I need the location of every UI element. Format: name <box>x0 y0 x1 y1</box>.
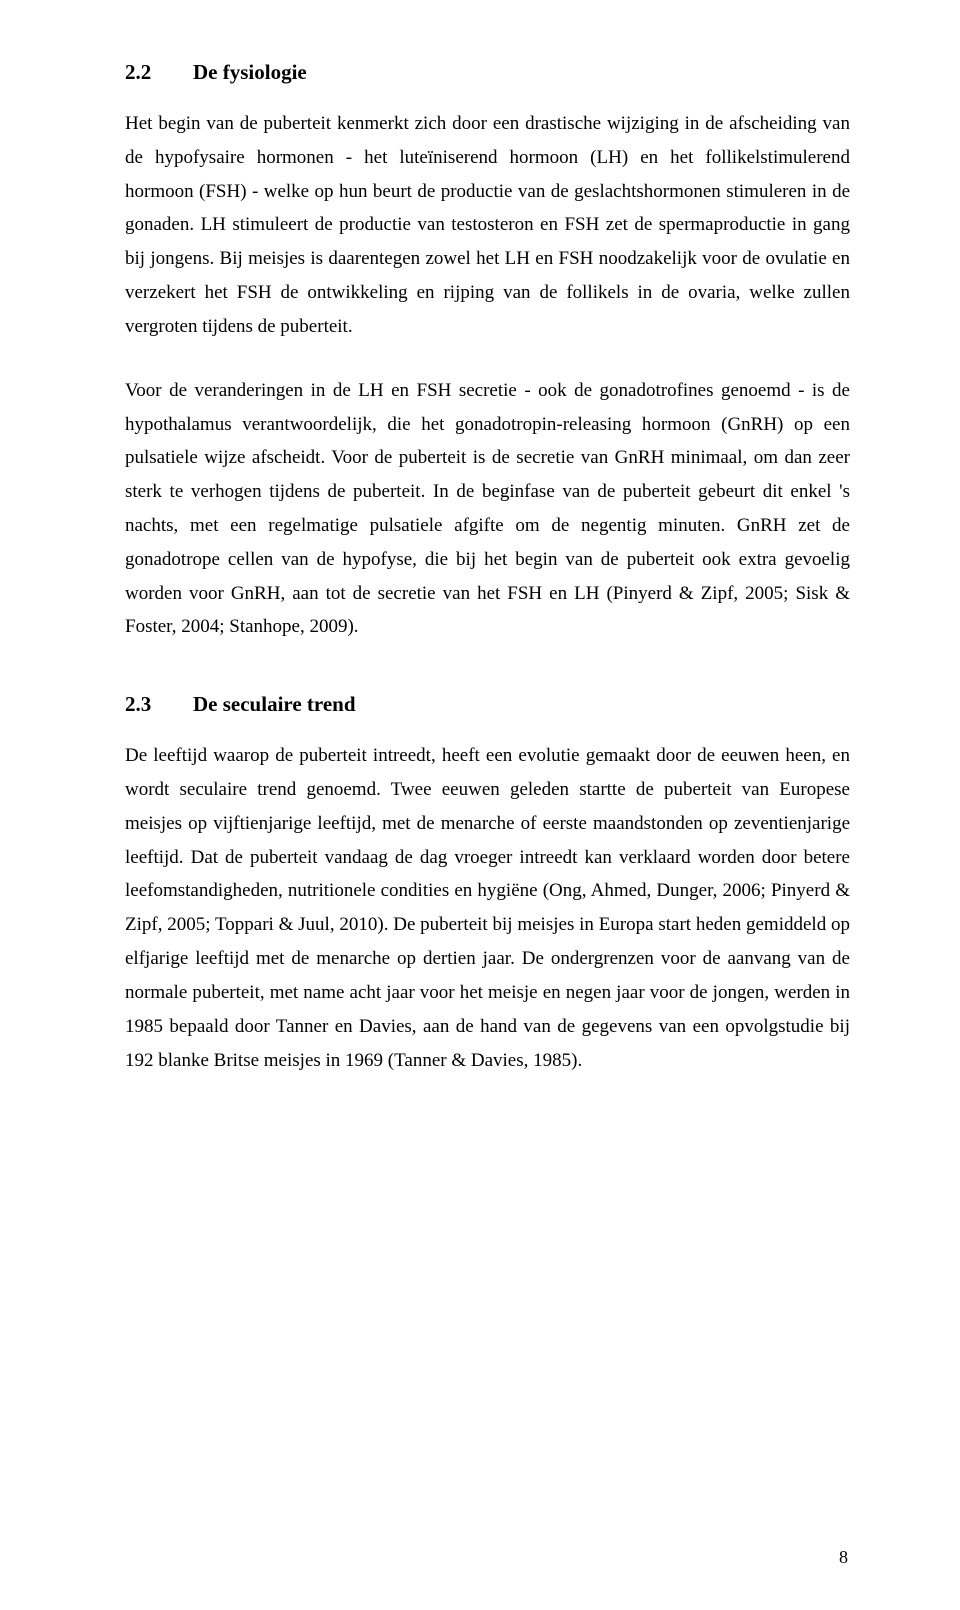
paragraph-1: Het begin van de puberteit kenmerkt zich… <box>125 107 850 344</box>
section-title-2: De seculaire trend <box>193 692 356 717</box>
section-title-1: De fysiologie <box>193 60 307 85</box>
section-number-1: 2.2 <box>125 60 193 85</box>
paragraph-2: Voor de veranderingen in de LH en FSH se… <box>125 374 850 645</box>
page-number: 8 <box>839 1547 848 1568</box>
section-heading-2: 2.3 De seculaire trend <box>125 692 850 717</box>
section-gap <box>125 674 850 692</box>
section-number-2: 2.3 <box>125 692 193 717</box>
section-heading-1: 2.2 De fysiologie <box>125 60 850 85</box>
paragraph-3: De leeftijd waarop de puberteit intreedt… <box>125 739 850 1077</box>
